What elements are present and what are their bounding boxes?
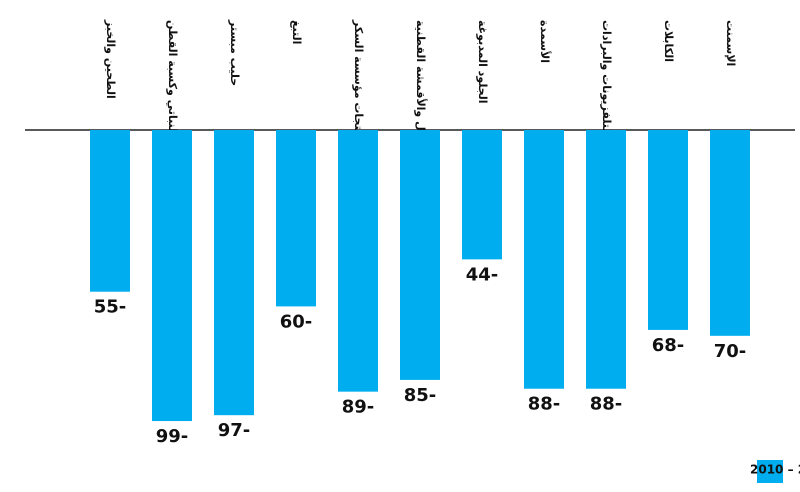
bar (524, 130, 564, 389)
value-label: 85- (404, 385, 437, 406)
bar (214, 130, 254, 416)
x-tick-label: الطحين والخبز (104, 19, 117, 99)
x-tick-label: التبغ (290, 20, 303, 44)
x-tick-label: الكابلات (662, 20, 675, 62)
x-tick-label: الغزل والأقمشة القطنية (414, 20, 428, 152)
bar (400, 130, 440, 380)
bar (648, 130, 688, 330)
x-tick-label: الأسمدة (538, 20, 552, 63)
bar (276, 130, 316, 307)
x-tick-label: الجلود المدبوغة (476, 20, 489, 104)
value-label: 88- (590, 394, 623, 415)
value-label: 97- (218, 420, 251, 441)
value-label: 89- (342, 397, 375, 418)
x-tick-label: الإسمنت (724, 20, 737, 66)
value-label: 55- (94, 297, 127, 318)
bar (462, 130, 502, 260)
legend-label: نسبة التراجع في أهم المنتجات الصناعية ال… (750, 462, 800, 477)
bar (90, 130, 130, 292)
value-label: 70- (714, 341, 747, 362)
value-label: 88- (528, 394, 561, 415)
value-label: 99- (156, 426, 189, 447)
bar (710, 130, 750, 336)
value-label: 68- (652, 335, 685, 356)
x-tick-label: منتجات مؤسسة السكر (352, 19, 365, 141)
bar (152, 130, 192, 422)
value-label: 60- (280, 311, 313, 332)
legend-swatch (757, 460, 783, 483)
bar (338, 130, 378, 392)
x-tick-label: حليب مبستر (228, 19, 241, 86)
bar (586, 130, 626, 389)
x-tick-label: التلفزيونات والبرادات (600, 20, 613, 136)
value-label: 44- (466, 264, 499, 285)
